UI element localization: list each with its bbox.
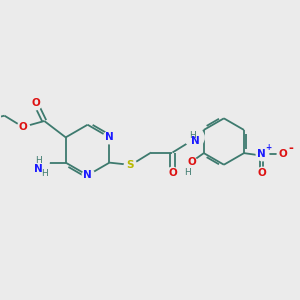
Text: N: N: [34, 164, 42, 174]
Text: N: N: [105, 132, 114, 142]
Text: -: -: [289, 142, 293, 154]
Text: S: S: [126, 160, 134, 170]
Text: N: N: [257, 149, 266, 159]
Text: H: H: [189, 131, 196, 140]
Text: O: O: [257, 168, 266, 178]
Text: N: N: [191, 136, 200, 146]
Text: +: +: [265, 143, 272, 152]
Text: O: O: [278, 149, 287, 159]
Text: O: O: [168, 168, 177, 178]
Text: O: O: [188, 157, 196, 167]
Text: O: O: [19, 122, 27, 132]
Text: O: O: [31, 98, 40, 108]
Text: N: N: [83, 170, 92, 180]
Text: H: H: [41, 169, 48, 178]
Text: H: H: [184, 168, 191, 177]
Text: H: H: [35, 156, 41, 165]
